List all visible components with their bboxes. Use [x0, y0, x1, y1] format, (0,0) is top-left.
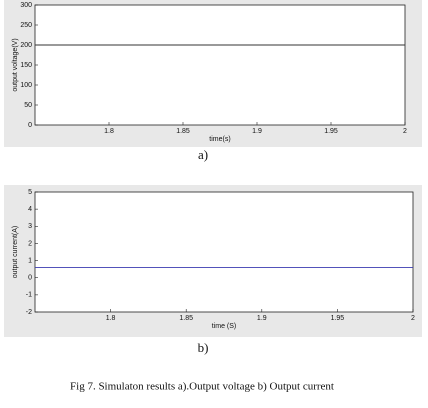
- y-tick-label: 0: [28, 275, 32, 282]
- y-tick-label: 200: [20, 42, 32, 49]
- y-tick-label: 3: [28, 223, 32, 230]
- y-tick-label: -1: [26, 292, 32, 299]
- y-tick-label: -2: [26, 309, 32, 316]
- x-tick-label: 2: [403, 128, 407, 135]
- x-tick-label: 1.95: [331, 315, 345, 322]
- y-tick-label: 300: [20, 2, 32, 9]
- x-tick-label: 1.85: [176, 128, 190, 135]
- chart-caption: a): [198, 147, 208, 162]
- y-axis-label: output current(A): [12, 226, 19, 279]
- x-axis-label: time (S): [212, 323, 237, 330]
- plot-area: [34, 191, 414, 313]
- x-tick-label: 2: [411, 315, 415, 322]
- y-axis-label: output voltage(V): [12, 38, 19, 91]
- x-tick-label: 1.9: [252, 128, 262, 135]
- x-tick-label: 1.95: [324, 128, 338, 135]
- x-tick-label: 1.8: [104, 128, 114, 135]
- y-tick-label: 250: [20, 22, 32, 29]
- x-axis-label: time(s): [209, 136, 230, 143]
- y-tick-label: 1: [28, 257, 32, 264]
- figure-caption: Fig 7. Simulaton results a).Output volta…: [70, 381, 334, 393]
- y-tick-label: 4: [28, 206, 32, 213]
- y-tick-label: 100: [20, 82, 32, 89]
- y-tick-label: 5: [28, 189, 32, 196]
- y-tick-label: 150: [20, 62, 32, 69]
- y-tick-label: 50: [24, 102, 32, 109]
- chart-caption: b): [198, 340, 209, 355]
- y-tick-label: 2: [28, 240, 32, 247]
- x-tick-label: 1.85: [179, 315, 193, 322]
- y-tick-label: 0: [28, 122, 32, 129]
- x-tick-label: 1.9: [257, 315, 267, 322]
- plot-area: [34, 4, 406, 126]
- x-tick-label: 1.8: [106, 315, 116, 322]
